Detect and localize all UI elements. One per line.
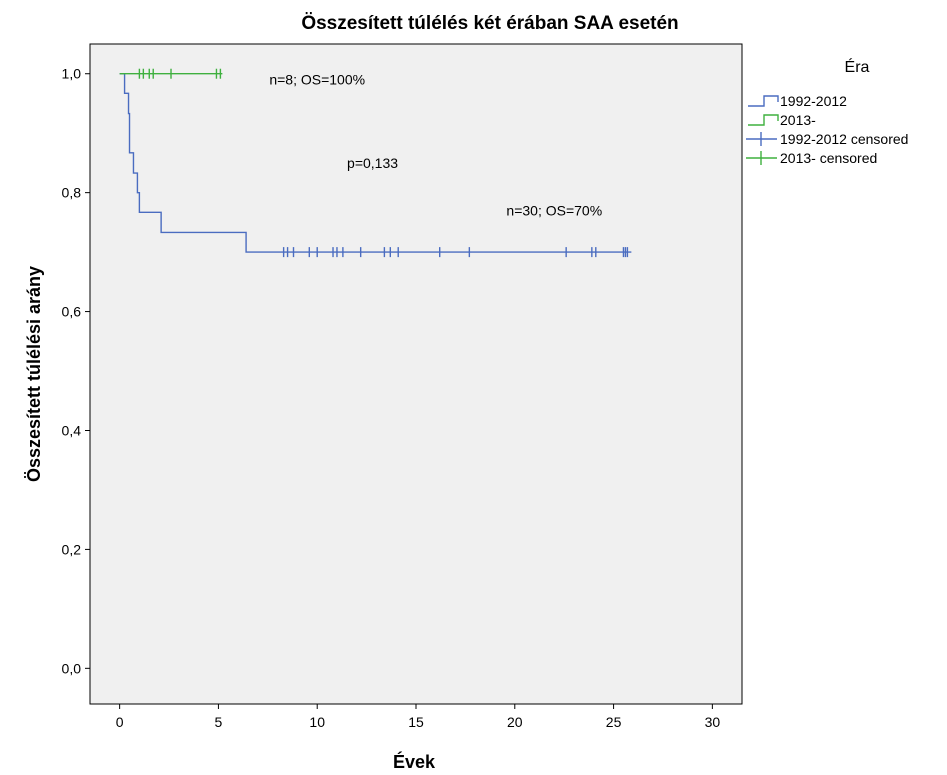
chart-title: Összesített túlélés két érában SAA eseté… bbox=[301, 13, 678, 34]
x-tick-label: 30 bbox=[705, 714, 721, 730]
annotation-label: n=8; OS=100% bbox=[269, 72, 365, 88]
series-line bbox=[119, 73, 632, 253]
x-tick-label: 0 bbox=[116, 714, 124, 730]
y-tick-label: 0,6 bbox=[62, 304, 82, 320]
legend-title: Éra bbox=[845, 57, 870, 76]
y-axis-label: Összesített túlélési arány bbox=[24, 266, 44, 482]
x-axis-label: Évek bbox=[393, 751, 436, 772]
x-axis: 0 5 10 15 20 25 30 bbox=[116, 704, 721, 730]
legend-items: 1992-2012 2013- 1992-2012 censored 2013- ce… bbox=[746, 93, 908, 166]
y-tick-label: 1,0 bbox=[62, 66, 82, 82]
y-tick-label: 0,4 bbox=[62, 422, 82, 438]
x-tick-label: 20 bbox=[507, 714, 523, 730]
legend-step-symbol bbox=[748, 95, 779, 107]
legend-step-symbol bbox=[748, 114, 779, 126]
x-tick-label: 5 bbox=[215, 714, 223, 730]
legend: Éra 1992-2012 2013- 1992-2012 censored 2013… bbox=[746, 57, 908, 166]
annotation-label: p=0,133 bbox=[347, 155, 398, 171]
legend-label: 1992-2012 bbox=[780, 93, 847, 109]
series-2 bbox=[119, 68, 223, 79]
plot-area bbox=[89, 43, 743, 705]
x-tick-label: 25 bbox=[606, 714, 622, 730]
y-tick-label: 0,8 bbox=[62, 185, 82, 201]
annotation-label: n=30; OS=70% bbox=[506, 202, 602, 218]
legend-label: 1992-2012 censored bbox=[780, 131, 908, 147]
x-tick-label: 10 bbox=[309, 714, 325, 730]
y-tick-label: 0,2 bbox=[62, 541, 82, 557]
legend-label: 2013- bbox=[780, 112, 816, 128]
y-axis: 0,0 0,2 0,4 0,6 0,8 1,0 bbox=[62, 66, 90, 676]
legend-label: 2013- censored bbox=[780, 150, 877, 166]
series-layer bbox=[119, 68, 632, 258]
y-tick-label: 0,0 bbox=[62, 660, 82, 676]
series-1 bbox=[119, 73, 632, 258]
x-tick-label: 15 bbox=[408, 714, 424, 730]
annotation-layer: n=8; OS=100% p=0,133 n=30; OS=70% bbox=[269, 72, 602, 219]
